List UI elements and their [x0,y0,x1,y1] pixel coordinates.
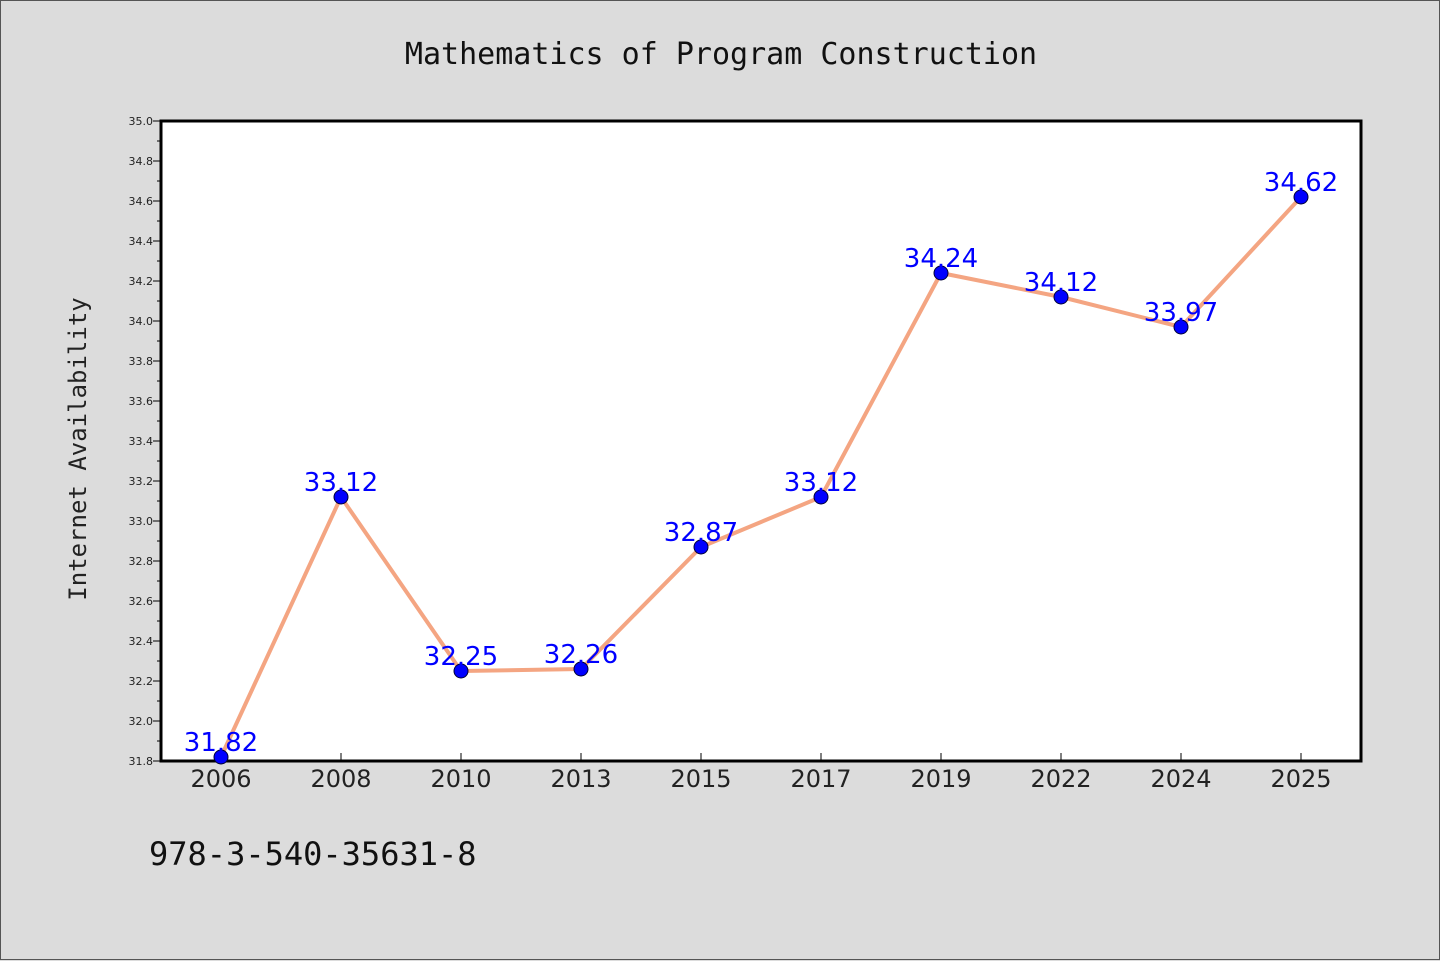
y-axis-ticks: 31.8 32.0 32.2 32.4 32.6 32.8 33.0 33.2 33.4 33.6… [129,115,161,768]
y-tick-label: 33.8 [129,355,154,368]
chart-title: Mathematics of Program Construction [405,37,1037,72]
y-tick-label: 32.0 [129,715,154,728]
series-layer [213,189,1309,765]
data-point [1293,189,1309,205]
y-tick-label: 32.2 [129,675,154,688]
y-tick-label: 33.6 [129,395,154,408]
y-tick-label: 31.8 [129,755,154,768]
y-tick-label: 35.0 [129,115,154,128]
data-label: 33.12 [304,468,378,498]
x-tick-label: 2008 [310,765,371,793]
y-tick-label: 32.4 [129,635,154,648]
data-point [693,539,709,555]
data-label: 34.12 [1024,268,1098,298]
data-label: 33.12 [784,468,858,498]
x-tick-label: 2013 [550,765,611,793]
x-axis-ticks: 2006 2008 2010 2013 2015 2017 2019 2022 2024 2025 [190,753,1332,793]
x-tick-label: 2010 [430,765,491,793]
x-tick-label: 2019 [910,765,971,793]
isbn-annotation: 978-3-540-35631-8 [149,835,477,873]
data-point [573,661,589,677]
y-tick-label: 32.8 [129,555,154,568]
y-tick-label: 33.2 [129,475,154,488]
data-labels: 31.82 33.12 32.25 32.26 32.87 33.12 34.24 34.12… [184,168,1338,758]
y-tick-label: 34.0 [129,315,154,328]
y-tick-label: 32.6 [129,595,154,608]
data-label: 32.87 [664,518,738,548]
x-tick-label: 2015 [670,765,731,793]
x-tick-label: 2017 [790,765,851,793]
data-label: 34.62 [1264,168,1338,198]
x-tick-label: 2025 [1270,765,1331,793]
y-tick-label: 34.8 [129,155,154,168]
data-point [813,489,829,505]
data-point [453,663,469,679]
data-point [1173,319,1189,335]
data-label: 32.25 [424,642,498,672]
x-tick-label: 2024 [1150,765,1211,793]
data-point [213,749,229,765]
data-label: 31.82 [184,728,258,758]
y-tick-label: 33.0 [129,515,154,528]
data-label: 32.26 [544,640,618,670]
data-label: 34.24 [904,244,978,274]
y-tick-label: 33.4 [129,435,154,448]
x-tick-label: 2006 [190,765,251,793]
data-label: 33.97 [1144,298,1218,328]
y-tick-label: 34.6 [129,195,154,208]
y-tick-label: 34.2 [129,275,154,288]
y-tick-label: 34.4 [129,235,154,248]
series-line [219,195,1303,758]
data-point [1053,289,1069,305]
plot-area [159,119,1363,763]
x-tick-label: 2022 [1030,765,1091,793]
data-point [333,489,349,505]
data-point [933,265,949,281]
y-axis-label: Internet Availability [64,297,92,600]
